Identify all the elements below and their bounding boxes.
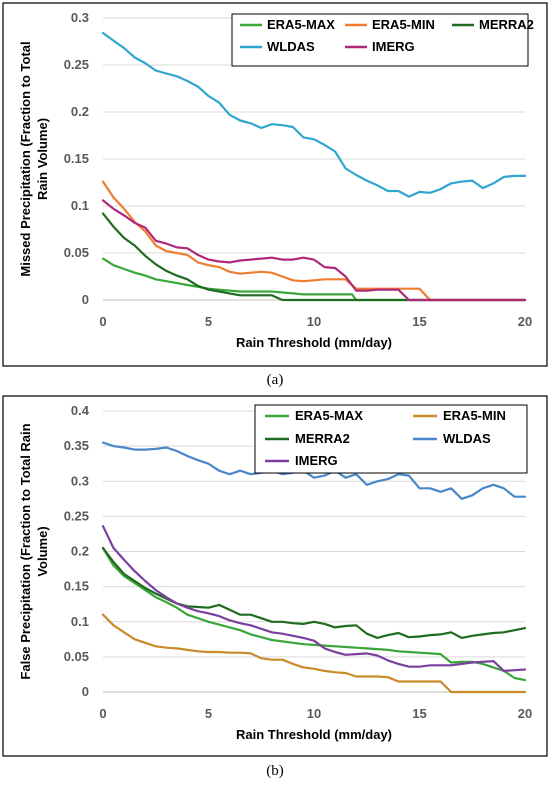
chart-a-y-tick-label: 0 (82, 292, 89, 307)
chart-b-y-tick-label: 0 (82, 684, 89, 699)
chart-a-x-tick-label: 10 (307, 314, 321, 329)
chart-a-y-tick-label: 0.25 (64, 57, 89, 72)
chart-a-y-tick-label: 0.1 (71, 198, 89, 213)
chart-b-x-tick-label: 20 (518, 706, 532, 721)
chart-b-x-axis: 0 5 10 15 20 (99, 706, 532, 721)
chart-b-x-tick-label: 5 (205, 706, 212, 721)
chart-a-legend-label-imerg: IMERG (372, 39, 415, 54)
chart-a-y-axis-title: Missed Precipitation (Fraction to Total R… (18, 41, 50, 276)
chart-b-panel-label: (b) (266, 763, 284, 779)
chart-a-legend: ERA5-MAX ERA5-MIN MERRA2 WLDAS IMERG (231, 13, 534, 67)
chart-b-series-imerg (101, 525, 527, 673)
chart-a-series-group (101, 31, 527, 302)
chart-a-panel-label: (a) (267, 372, 284, 388)
chart-a-legend-label-era5-min: ERA5-MIN (372, 17, 435, 32)
chart-a-legend-box (231, 13, 529, 67)
chart-b-legend-label-wldas: WLDAS (443, 431, 491, 446)
chart-a-series-wldas (101, 31, 527, 198)
chart-a-x-axis: 0 5 10 15 20 (99, 314, 532, 329)
chart-a-x-tick-label: 20 (518, 314, 532, 329)
chart-b-x-tick-label: 15 (412, 706, 426, 721)
chart-a-y-tick-label: 0.15 (64, 151, 89, 166)
chart-a-y-tick-label: 0.2 (71, 104, 89, 119)
chart-b-series-era5-max (101, 546, 527, 682)
chart-b-series-era5-min (101, 613, 527, 694)
chart-a-x-tick-label: 5 (205, 314, 212, 329)
chart-b-y-tick-label: 0.15 (64, 579, 89, 594)
chart-a-legend-label-merra2: MERRA2 (479, 17, 534, 32)
chart-a: 0 0.05 0.1 0.15 0.2 0.25 0.3 0 5 10 15 20 Rain Thres… (2, 2, 548, 388)
chart-b-legend: ERA5-MAX ERA5-MIN MERRA2 WLDAS IMERG (254, 404, 528, 474)
chart-b-legend-label-era5-max: ERA5-MAX (295, 408, 363, 423)
chart-b-legend-label-era5-min: ERA5-MIN (443, 408, 506, 423)
chart-b-legend-label-merra2: MERRA2 (295, 431, 350, 446)
chart-a-y-tick-label: 0.3 (71, 10, 89, 25)
chart-b-x-axis-title: Rain Threshold (mm/day) (236, 727, 392, 742)
chart-a-series-imerg (101, 199, 527, 302)
chart-b-y-tick-label: 0.3 (71, 473, 89, 488)
chart-b-x-tick-label: 0 (99, 706, 106, 721)
chart-b: 0 0.05 0.1 0.15 0.2 0.25 0.3 0.35 0.4 0 5 10 15 20 Rai… (2, 395, 548, 779)
chart-b-y-tick-label: 0.2 (71, 544, 89, 559)
chart-b-x-tick-label: 10 (307, 706, 321, 721)
chart-b-series-wldas (101, 441, 527, 500)
chart-a-x-axis-title: Rain Threshold (mm/day) (236, 335, 392, 350)
chart-b-y-tick-label: 0.05 (64, 649, 89, 664)
chart-b-y-tick-label: 0.4 (71, 403, 90, 418)
chart-b-y-tick-label: 0.35 (64, 438, 89, 453)
chart-b-legend-box (254, 404, 528, 474)
chart-a-series-era5-min (101, 180, 527, 302)
chart-a-y-tick-label: 0.05 (64, 245, 89, 260)
chart-a-x-tick-label: 15 (412, 314, 426, 329)
chart-b-y-tick-label: 0.1 (71, 614, 89, 629)
chart-b-legend-label-imerg: IMERG (295, 453, 338, 468)
chart-b-series-group (101, 441, 527, 694)
chart-b-y-tick-label: 0.25 (64, 508, 89, 523)
chart-b-y-axis-title: False Precipitation (Fraction to Total R… (18, 423, 50, 679)
chart-a-x-tick-label: 0 (99, 314, 106, 329)
chart-a-legend-label-wldas: WLDAS (267, 39, 315, 54)
chart-a-legend-label-era5-max: ERA5-MAX (267, 17, 335, 32)
